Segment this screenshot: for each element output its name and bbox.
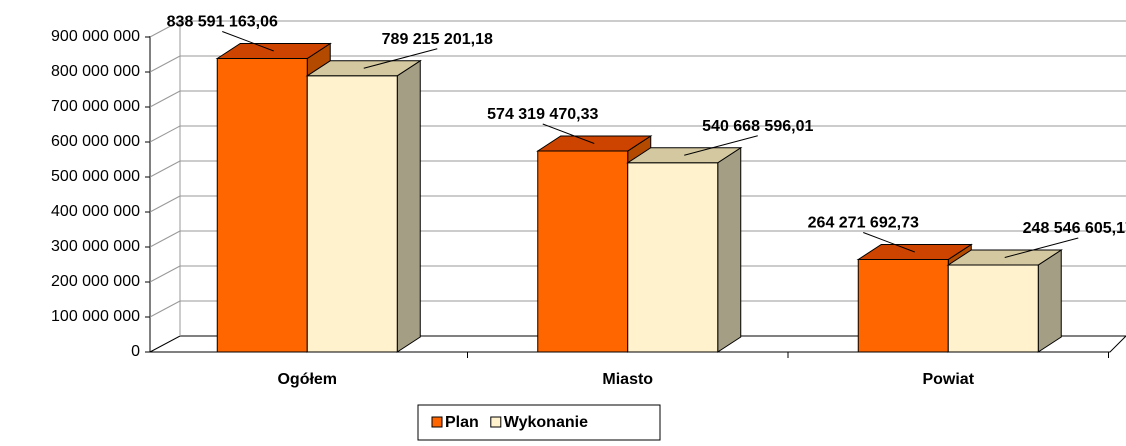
- bar: [216, 57, 308, 353]
- bar: [537, 150, 629, 353]
- leader-line: [1004, 237, 1079, 258]
- leader-line: [542, 123, 595, 144]
- leader-line: [863, 232, 915, 253]
- grid-line: [149, 125, 181, 143]
- legend-swatch: [490, 416, 502, 428]
- grid-line: [149, 230, 181, 248]
- grid-line: [149, 195, 181, 213]
- bar: [947, 264, 1039, 353]
- y-tick-label: 600 000 000: [51, 133, 140, 150]
- value-label: 838 591 163,06: [167, 14, 278, 31]
- bar: [857, 259, 949, 353]
- y-tick-label: 500 000 000: [51, 168, 140, 185]
- x-tick-label: Powiat: [922, 371, 974, 388]
- grid-line: [149, 160, 181, 178]
- x-tick-label: Miasto: [602, 371, 653, 388]
- leader-line: [222, 31, 274, 52]
- y-tick-label: 900 000 000: [51, 28, 140, 45]
- value-label: 248 546 605,17: [1023, 220, 1126, 237]
- legend: [417, 404, 661, 441]
- value-label: 540 668 596,01: [702, 118, 813, 135]
- legend-label: Plan: [445, 414, 479, 431]
- grid-line: [149, 90, 181, 108]
- y-tick-label: 300 000 000: [51, 238, 140, 255]
- legend-label: Wykonanie: [504, 414, 588, 431]
- y-tick-label: 400 000 000: [51, 203, 140, 220]
- y-tick-label: 0: [131, 343, 140, 360]
- grid-line: [149, 265, 181, 283]
- leader-line: [363, 48, 438, 69]
- bar-side: [1037, 249, 1062, 353]
- leader-line: [684, 135, 758, 156]
- bar: [306, 75, 398, 353]
- grid-line: [149, 20, 181, 38]
- bar-side: [717, 146, 742, 353]
- bar-side: [396, 59, 421, 353]
- value-label: 264 271 692,73: [808, 215, 919, 232]
- y-tick-label: 800 000 000: [51, 63, 140, 80]
- value-label: 789 215 201,18: [382, 31, 493, 48]
- legend-swatch: [431, 416, 443, 428]
- grid-line: [149, 55, 181, 73]
- y-tick-label: 200 000 000: [51, 273, 140, 290]
- x-tick-label: Ogółem: [277, 371, 337, 388]
- bar: [627, 162, 719, 353]
- value-label: 574 319 470,33: [487, 106, 598, 123]
- grid-line: [149, 300, 181, 318]
- y-tick-label: 700 000 000: [51, 98, 140, 115]
- y-tick-label: 100 000 000: [51, 308, 140, 325]
